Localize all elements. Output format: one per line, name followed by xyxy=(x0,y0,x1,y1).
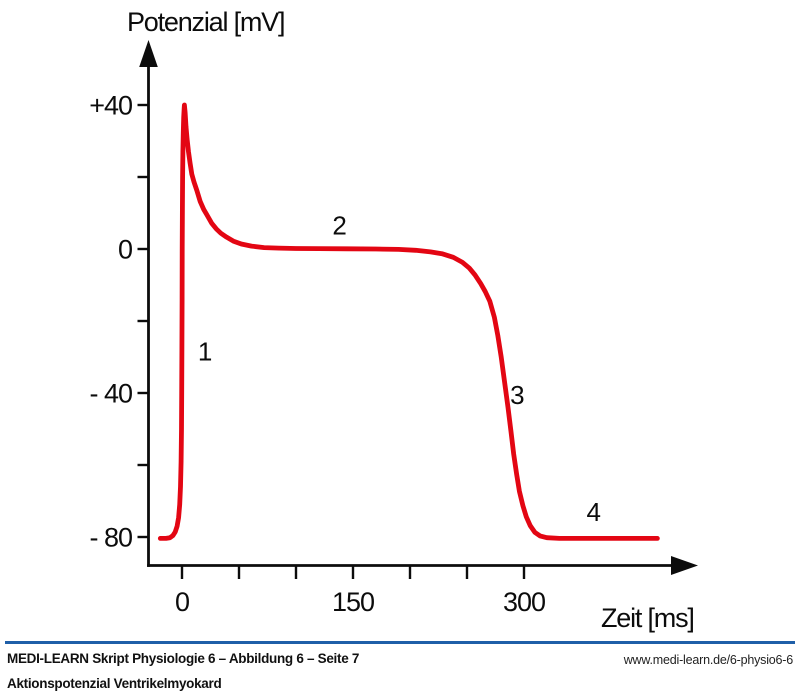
x-axis-title: Zeit [ms] xyxy=(601,603,694,633)
y-tick-label: +40 xyxy=(89,91,132,121)
footer: MEDI-LEARN Skript Physiologie 6 – Abbild… xyxy=(0,638,800,696)
x-tick-label: 300 xyxy=(503,587,545,617)
x-axis-arrow-icon xyxy=(671,556,698,575)
y-axis-title: Potenzial [mV] xyxy=(127,7,284,37)
action-potential-chart: Potenzial [mV] +40 0 - 40 - 80 0 150 300 1 2 3 4… xyxy=(89,7,698,633)
phase-label-2: 2 xyxy=(332,211,346,241)
curve-path xyxy=(157,102,660,541)
footer-divider xyxy=(5,641,795,644)
phase-label-3: 3 xyxy=(510,380,524,410)
footer-caption-line2: Aktionspotenzial Ventrikelmyokard xyxy=(7,676,222,691)
footer-caption-line1: MEDI-LEARN Skript Physiologie 6 – Abbild… xyxy=(7,651,360,666)
x-axis-ticks xyxy=(180,565,526,579)
y-axis-tick-labels: +40 0 - 40 - 80 xyxy=(89,91,133,553)
footer-url: www.medi-learn.de/6-physio6-6 xyxy=(623,653,793,667)
phase-label-4: 4 xyxy=(587,497,601,527)
y-tick-label: - 80 xyxy=(89,523,132,553)
x-tick-label: 150 xyxy=(332,587,374,617)
y-axis-ticks xyxy=(137,103,149,539)
y-tick-label: 0 xyxy=(118,235,132,265)
phase-label-1: 1 xyxy=(198,337,212,367)
x-axis-tick-labels: 0 150 300 xyxy=(175,587,546,617)
y-axis-arrow-icon xyxy=(139,40,158,67)
phase-number-labels: 1 2 3 4 xyxy=(198,211,601,527)
x-tick-label: 0 xyxy=(175,587,189,617)
y-tick-label: - 40 xyxy=(89,379,132,409)
action-potential-curve xyxy=(157,102,660,541)
